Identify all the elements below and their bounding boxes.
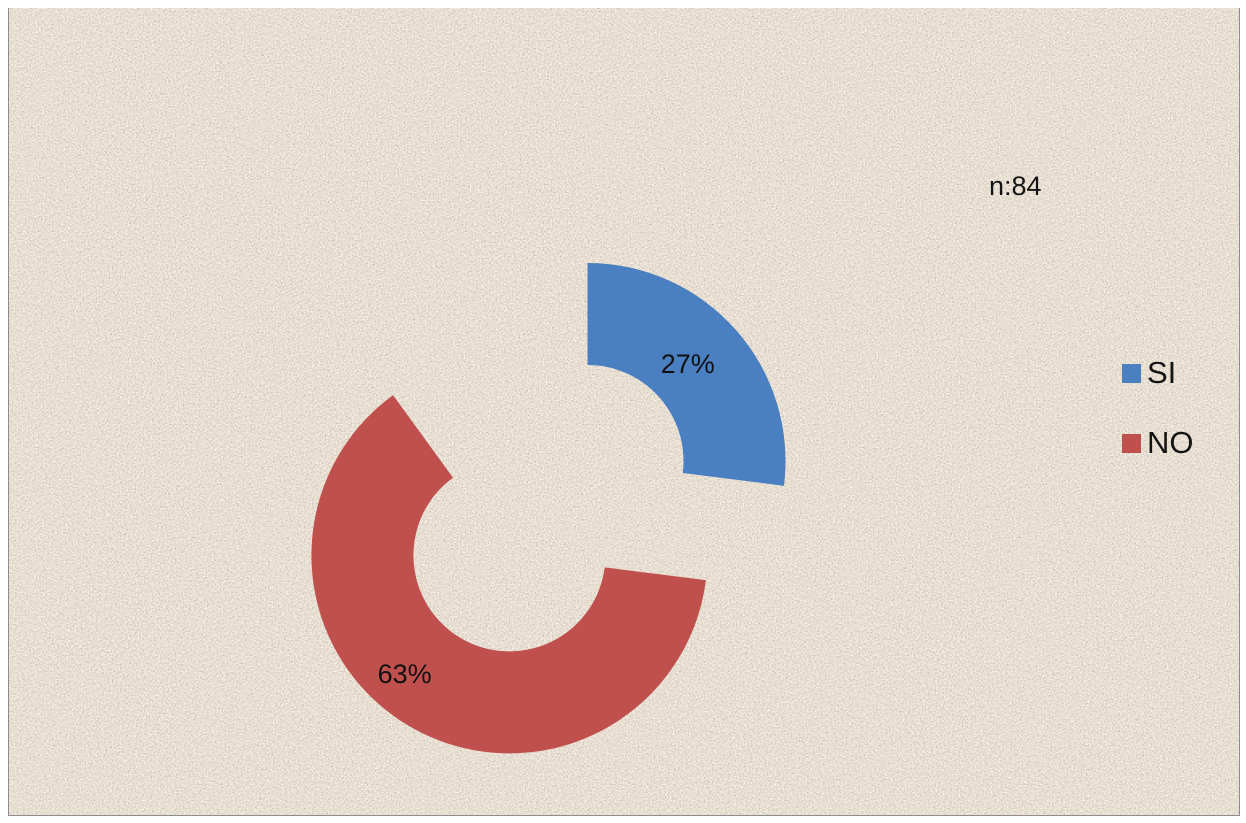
legend: SI NO bbox=[1122, 350, 1194, 490]
legend-item-no: NO bbox=[1122, 420, 1194, 466]
legend-label-si: SI bbox=[1147, 355, 1177, 390]
data-label-si: 27% bbox=[661, 349, 715, 379]
legend-swatch-no bbox=[1122, 433, 1141, 453]
top-strip bbox=[0, 0, 1246, 8]
data-label-no: 63% bbox=[378, 659, 432, 689]
slice-si bbox=[587, 262, 786, 486]
legend-item-si: SI bbox=[1122, 350, 1194, 396]
donut-chart: 27% 63% bbox=[311, 262, 786, 754]
legend-swatch-si bbox=[1122, 363, 1141, 383]
sample-size-annotation: n:84 bbox=[989, 171, 1042, 201]
legend-label-no: NO bbox=[1147, 425, 1194, 460]
chart-area: 27% 63% n:84 SI NO bbox=[8, 4, 1240, 816]
slice-no bbox=[311, 395, 706, 754]
